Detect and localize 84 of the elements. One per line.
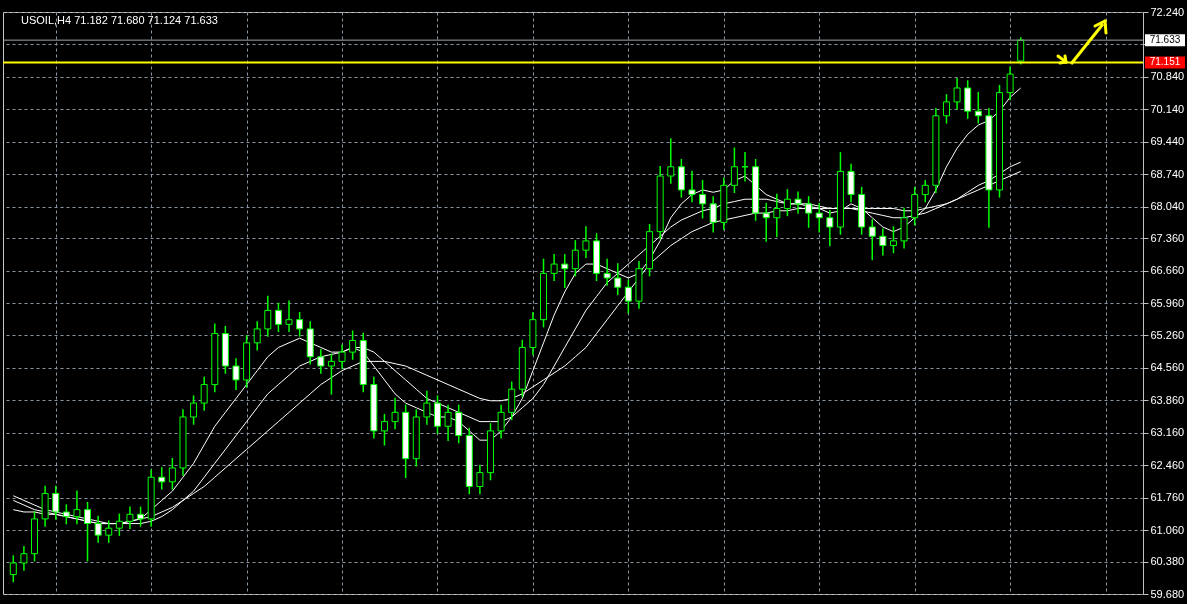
candlestick	[73, 490, 81, 525]
candlestick	[783, 189, 791, 217]
candlestick	[115, 513, 123, 536]
y-tick-label: 65.260	[1150, 328, 1185, 341]
candlestick	[974, 91, 982, 124]
candlestick	[497, 404, 505, 439]
candlestick	[508, 381, 516, 421]
candlestick	[126, 506, 134, 529]
chart-title: USOIL,H4 71.182 71.680 71.124 71.633	[21, 14, 218, 26]
candlestick	[677, 159, 685, 198]
candlestick	[1006, 66, 1014, 101]
y-tick-label: 61.760	[1150, 491, 1185, 504]
candlestick	[423, 390, 431, 425]
y-tick-label: 69.440	[1150, 135, 1185, 148]
candlestick	[317, 349, 325, 374]
candlestick	[338, 344, 346, 370]
candlestick	[900, 207, 908, 249]
y-tick-label: 64.560	[1150, 361, 1185, 374]
candlestick	[1017, 37, 1025, 65]
candlestick	[582, 226, 590, 258]
candlestick	[964, 80, 972, 119]
candlestick	[349, 330, 357, 360]
candlestick	[942, 94, 950, 124]
candlestick	[327, 353, 335, 395]
candlestick	[879, 228, 887, 256]
candlestick	[20, 545, 28, 571]
candlestick	[794, 191, 802, 214]
ref-line-label: 71.633	[1149, 34, 1181, 46]
candlestick	[561, 254, 569, 288]
candlestick	[232, 358, 240, 390]
candlestick	[847, 163, 855, 203]
candlestick	[264, 295, 272, 337]
candlestick	[391, 397, 399, 430]
ref-line-label: 71.151	[1149, 56, 1181, 68]
candlestick	[433, 395, 441, 434]
candlestick	[603, 258, 611, 286]
y-tick-label: 68.040	[1150, 200, 1185, 213]
y-tick-label: 61.060	[1150, 523, 1185, 536]
candlestick	[253, 321, 261, 351]
candlestick	[667, 138, 675, 184]
candlestick	[9, 555, 17, 583]
candlestick	[688, 170, 696, 203]
candlestick	[200, 376, 208, 411]
candlestick	[455, 404, 463, 444]
candlestick	[709, 196, 717, 233]
candlestick	[699, 179, 707, 219]
y-tick-label: 67.360	[1150, 231, 1185, 244]
candlestick	[444, 404, 452, 441]
candlestick	[168, 457, 176, 490]
candlestick	[476, 464, 484, 495]
candlestick	[805, 196, 813, 228]
y-tick-label: 63.160	[1150, 426, 1185, 439]
candlestick	[52, 485, 60, 520]
candlestick	[762, 203, 770, 242]
y-tick-label: 72.240	[1150, 5, 1185, 18]
candlestick	[105, 520, 113, 543]
candlestick	[953, 77, 961, 110]
candlestick	[826, 210, 834, 247]
candlestick	[296, 311, 304, 337]
y-tick-label: 59.680	[1150, 587, 1185, 600]
candlestick	[889, 226, 897, 254]
candlestick	[571, 240, 579, 277]
candlestick	[550, 254, 558, 282]
candlestick	[773, 193, 781, 238]
candlestick	[911, 186, 919, 226]
y-tick-label: 70.140	[1150, 102, 1185, 115]
y-tick-label: 65.960	[1150, 296, 1185, 309]
candlestick	[624, 279, 632, 314]
candlestick	[815, 203, 823, 233]
candlestick	[921, 179, 929, 203]
y-tick-label: 60.380	[1150, 555, 1185, 568]
candlestick	[285, 300, 293, 333]
candlestick	[380, 413, 388, 446]
candlestick	[614, 263, 622, 295]
y-tick-label: 62.460	[1150, 458, 1185, 471]
y-tick-label: 63.860	[1150, 393, 1185, 406]
candlestick	[868, 219, 876, 261]
y-tick-label: 70.840	[1150, 70, 1185, 83]
candlestick	[274, 302, 282, 333]
y-tick-label: 68.740	[1150, 167, 1185, 180]
candlestick	[158, 467, 166, 490]
candlestick	[730, 147, 738, 193]
candlestick	[190, 395, 198, 425]
y-tick-label: 66.660	[1150, 264, 1185, 277]
